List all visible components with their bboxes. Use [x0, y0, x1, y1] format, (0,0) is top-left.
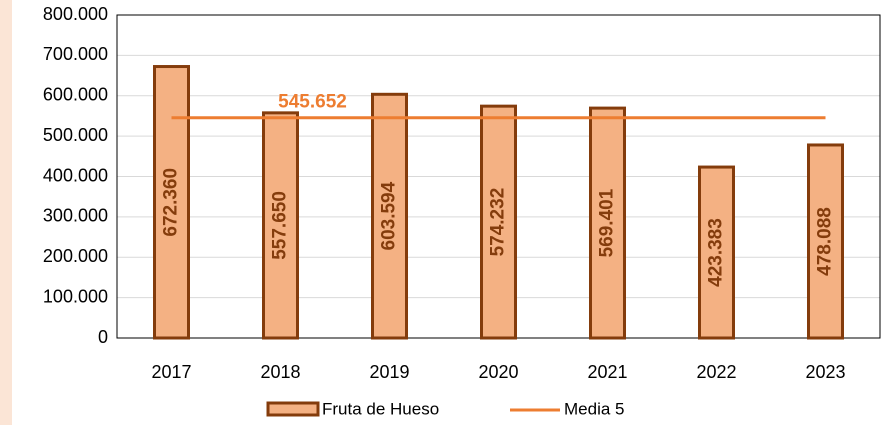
- data-label: 478.088: [815, 207, 836, 276]
- bar: [589, 106, 626, 340]
- data-label: 569.401: [597, 188, 618, 257]
- x-tick-label: 2019: [369, 362, 409, 382]
- y-tick-label: 700.000: [43, 44, 108, 64]
- legend-swatch: [266, 401, 320, 417]
- bar: [698, 165, 735, 340]
- bar: [480, 104, 517, 340]
- x-tick-label: 2017: [151, 362, 191, 382]
- data-label: 423.383: [706, 218, 727, 287]
- y-tick-label: 800.000: [43, 4, 108, 24]
- y-tick-label: 500.000: [43, 125, 108, 145]
- data-label: 672.360: [161, 168, 182, 237]
- legend-label: Media 5: [564, 399, 624, 418]
- data-label: 574.232: [488, 188, 509, 257]
- legend-label: Fruta de Hueso: [322, 399, 439, 418]
- data-label: 603.594: [379, 181, 400, 250]
- y-tick-label: 300.000: [43, 206, 108, 226]
- line-label: 545.652: [278, 92, 347, 113]
- x-tick-label: 2022: [696, 362, 736, 382]
- x-tick-label: 2021: [587, 362, 627, 382]
- side-strip: [0, 0, 12, 425]
- y-tick-label: 400.000: [43, 165, 108, 185]
- x-tick-label: 2020: [478, 362, 518, 382]
- x-tick-label: 2018: [260, 362, 300, 382]
- x-tick-label: 2023: [805, 362, 845, 382]
- y-tick-label: 600.000: [43, 85, 108, 105]
- bar: [807, 143, 844, 340]
- bar: [153, 65, 190, 340]
- bar: [262, 111, 299, 340]
- y-tick-label: 0: [98, 327, 108, 347]
- y-tick-label: 200.000: [43, 246, 108, 266]
- bar: [371, 92, 408, 340]
- data-label: 557.650: [270, 191, 291, 260]
- y-tick-label: 100.000: [43, 286, 108, 306]
